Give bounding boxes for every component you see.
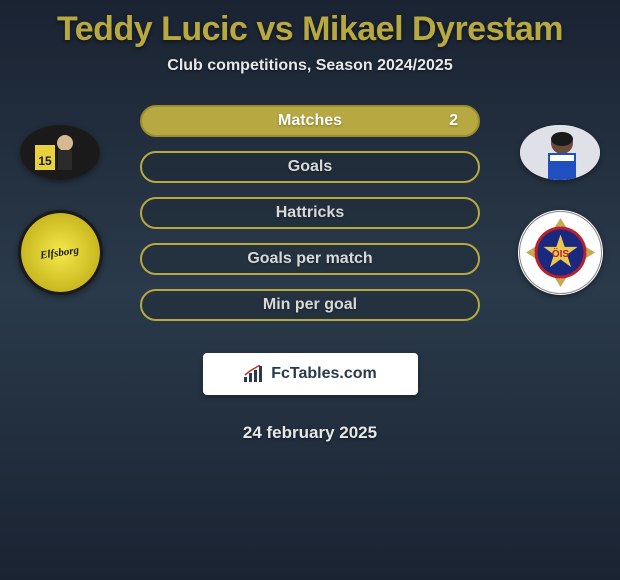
content-row: 15 Elfsborg Matches 2 Goals Hattricks Go xyxy=(0,105,620,443)
stat-label: Goals xyxy=(288,158,332,176)
left-column: 15 Elfsborg xyxy=(10,105,110,295)
player-left-photo-placeholder: 15 xyxy=(20,125,100,180)
player-right-photo-placeholder xyxy=(520,125,600,180)
stat-label: Goals per match xyxy=(247,250,372,268)
club-left-logo: Elfsborg xyxy=(18,210,103,295)
stat-label: Matches xyxy=(278,112,342,130)
club-right-crest-icon: ÖIS xyxy=(518,210,603,295)
club-right-logo: ÖIS xyxy=(518,210,603,295)
stat-bar-goals-per-match: Goals per match xyxy=(140,243,480,275)
chart-icon xyxy=(243,365,265,383)
stats-column: Matches 2 Goals Hattricks Goals per matc… xyxy=(110,105,510,443)
stat-bar-goals: Goals xyxy=(140,151,480,183)
stat-bar-hattricks: Hattricks xyxy=(140,197,480,229)
date-text: 24 february 2025 xyxy=(243,423,377,443)
player-right-avatar xyxy=(520,125,600,180)
club-left-name: Elfsborg xyxy=(40,244,80,261)
watermark-badge: FcTables.com xyxy=(203,353,418,395)
stat-bar-min-per-goal: Min per goal xyxy=(140,289,480,321)
subtitle: Club competitions, Season 2024/2025 xyxy=(167,57,452,75)
watermark-text: FcTables.com xyxy=(271,365,377,383)
right-column: ÖIS xyxy=(510,105,610,295)
infographic-root: Teddy Lucic vs Mikael Dyrestam Club comp… xyxy=(0,0,620,453)
club-right-abbrev: ÖIS xyxy=(551,247,569,260)
stat-bar-matches: Matches 2 xyxy=(140,105,480,137)
jersey-number-text: 15 xyxy=(38,154,52,168)
stat-value-right: 2 xyxy=(449,112,458,130)
page-title: Teddy Lucic vs Mikael Dyrestam xyxy=(57,10,563,49)
player-left-avatar: 15 xyxy=(20,125,100,180)
stat-label: Hattricks xyxy=(276,204,344,222)
stat-label: Min per goal xyxy=(263,296,357,314)
